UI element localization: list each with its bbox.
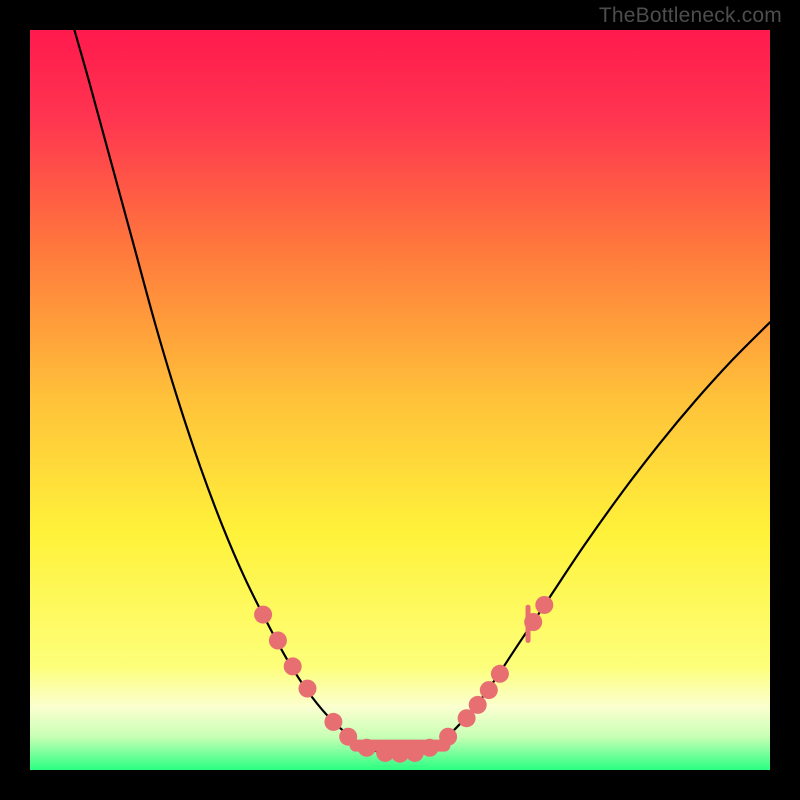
watermark-label: TheBottleneck.com: [599, 4, 782, 28]
bottleneck-curve: [30, 30, 770, 770]
chart-frame: [0, 0, 800, 800]
plot-area: [30, 30, 770, 770]
